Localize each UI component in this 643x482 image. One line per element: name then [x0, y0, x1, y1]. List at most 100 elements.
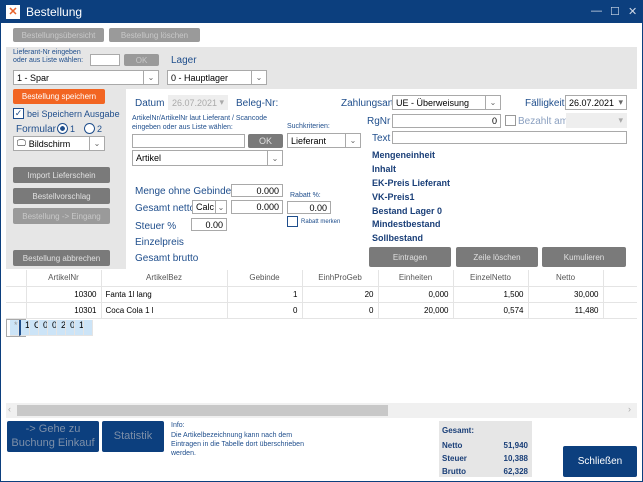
column-header[interactable]: St — [603, 270, 637, 287]
table-cell[interactable] — [603, 286, 637, 303]
horizontal-scrollbar[interactable]: ‹ › — [6, 403, 637, 418]
net-total-input[interactable]: 0.000 — [231, 200, 283, 214]
invoice-number-label: RgNr — [367, 116, 391, 127]
paid-on-label: Bezahlt am — [518, 116, 569, 127]
table-cell[interactable]: 10301 — [26, 302, 102, 319]
paid-checkbox[interactable] — [505, 115, 516, 126]
row-marker[interactable] — [6, 302, 27, 319]
table-cell[interactable]: 10,460 — [75, 319, 84, 336]
print-on-save-checkbox[interactable]: ✓ — [13, 108, 24, 119]
table-cell[interactable]: 11,480 — [528, 302, 604, 319]
column-header[interactable]: EinzelNetto — [453, 270, 529, 287]
table-cell[interactable] — [603, 302, 637, 319]
close-icon[interactable]: ✕ — [628, 6, 638, 18]
row-marker[interactable] — [6, 286, 27, 303]
gross-value: 62,328 — [503, 467, 528, 476]
table-cell[interactable]: 30,000 — [528, 286, 604, 303]
scrollbar-thumb[interactable] — [17, 405, 388, 416]
supplier-ok-button[interactable]: OK — [124, 54, 159, 66]
search-criteria-select[interactable]: Lieferant ⌄ — [287, 133, 361, 148]
table-cell[interactable]: 10304 — [19, 319, 30, 336]
row-header-corner — [6, 270, 27, 287]
supplier-value: 1 - Spar — [17, 72, 50, 83]
target-stock-label: Sollbestand — [372, 233, 424, 243]
calc-select[interactable]: Calc ⌄ — [192, 200, 227, 214]
table-row[interactable]: *10304Cappy Apfelsaft 1 l0020,0000,52310… — [6, 318, 93, 337]
table-cell[interactable]: 20,000 — [57, 319, 66, 336]
dropdown-icon: ▾ — [618, 97, 623, 107]
goto-purchase-button[interactable]: -> Gehe zu Buchung Einkauf — [7, 421, 99, 452]
table-cell[interactable]: 0 — [227, 302, 303, 319]
minimize-icon[interactable]: — — [591, 5, 602, 17]
order-table[interactable]: ArtikelNr ArtikelBez Gebinde EinhProGeb Einh… — [6, 270, 637, 418]
content-label: Inhalt — [372, 164, 396, 174]
table-cell[interactable]: Coca Cola 1 l — [101, 302, 228, 319]
scroll-right-icon[interactable]: › — [628, 404, 631, 414]
table-cell[interactable]: Cappy Apfelsaft 1 l — [30, 319, 39, 336]
chevron-down-icon: ⌄ — [345, 134, 360, 147]
row-marker[interactable]: * — [10, 319, 19, 336]
scroll-left-icon[interactable]: ‹ — [8, 404, 11, 414]
table-cell[interactable]: 20,000 — [378, 302, 454, 319]
accumulate-button[interactable]: Kumulieren — [542, 247, 626, 267]
column-header[interactable]: ArtikelBez — [101, 270, 228, 287]
close-button[interactable]: Schließen — [563, 446, 637, 477]
due-date-input[interactable]: 26.07.2021 ▾ — [565, 95, 627, 110]
supplier-number-input[interactable] — [90, 54, 120, 66]
add-entry-button[interactable]: Eintragen — [369, 247, 451, 267]
table-cell[interactable]: 0 — [48, 319, 57, 336]
purchase-price-label: EK-Preis Lieferant — [372, 178, 451, 188]
maximize-icon[interactable]: ☐ — [610, 6, 620, 18]
paid-on-input[interactable]: ▾ — [566, 113, 627, 128]
supplier-select[interactable]: 1 - Spar ⌄ — [13, 70, 159, 85]
table-cell[interactable]: Fanta 1l lang — [101, 286, 228, 303]
table-cell[interactable]: 20 — [302, 286, 379, 303]
discount-input[interactable]: 0.00 — [287, 201, 331, 214]
cancel-order-button[interactable]: Bestellung abbrechen — [13, 250, 110, 266]
table-cell[interactable]: 0,574 — [453, 302, 529, 319]
invoice-number-input[interactable]: 0 — [392, 114, 501, 128]
table-cell[interactable]: 0 — [39, 319, 48, 336]
order-to-receipt-button[interactable]: Bestellung -> Eingang — [13, 208, 110, 224]
table-cell[interactable]: 0 — [302, 302, 379, 319]
article-select-value: Artikel — [136, 153, 162, 163]
save-order-button[interactable]: Bestellung speichern — [13, 89, 105, 104]
table-row[interactable]: 10301 Coca Cola 1 l 0 0 20,000 0,574 11,480 — [6, 302, 637, 319]
tax-input[interactable]: 0.00 — [191, 218, 227, 231]
warehouse-select[interactable]: 0 - Hauptlager ⌄ — [167, 70, 267, 85]
output-select[interactable]: 🖵 Bildschirm ⌄ — [13, 136, 105, 151]
column-header[interactable]: ArtikelNr — [26, 270, 102, 287]
tax-total-label: Steuer — [442, 454, 467, 463]
table-cell[interactable]: 0,000 — [378, 286, 454, 303]
column-header[interactable]: Einheiten — [378, 270, 454, 287]
supplier-label: Lieferant-Nr eingeben oder aus Liste wäh… — [13, 49, 84, 64]
order-overview-button[interactable]: Bestellungsübersicht — [13, 28, 104, 42]
payment-method-select[interactable]: UE - Überweisung ⌄ — [392, 95, 501, 110]
table-row[interactable]: 10300 Fanta 1l lang 1 20 0,000 1,500 30,000 — [6, 286, 637, 303]
text-input[interactable] — [392, 131, 627, 144]
table-cell[interactable]: 1 — [227, 286, 303, 303]
article-ok-button[interactable]: OK — [248, 134, 283, 148]
quantity-input[interactable]: 0.000 — [231, 184, 283, 197]
table-cell[interactable]: 10300 — [26, 286, 102, 303]
table-cell[interactable] — [84, 319, 93, 336]
tax-label: Steuer % — [135, 221, 177, 232]
text-label: Text — [372, 133, 391, 144]
table-cell[interactable]: 0,523 — [66, 319, 75, 336]
remember-discount-checkbox[interactable] — [287, 216, 298, 227]
delete-order-button[interactable]: Bestellung löschen — [109, 28, 200, 42]
order-proposal-button[interactable]: Bestellvorschlag — [13, 188, 110, 204]
column-header[interactable]: Gebinde — [227, 270, 303, 287]
column-header[interactable]: Netto — [528, 270, 604, 287]
statistics-button[interactable]: Statistik — [102, 421, 164, 452]
delete-row-button[interactable]: Zeile löschen — [456, 247, 538, 267]
import-delivery-note-button[interactable]: Import Lieferschein — [13, 167, 110, 183]
form-radio-2[interactable] — [84, 123, 95, 134]
date-input[interactable]: 26.07.2021 ▾ — [168, 95, 228, 110]
article-select[interactable]: Artikel ⌄ — [132, 150, 283, 166]
app-logo-icon: ✕ — [6, 5, 20, 19]
column-header[interactable]: EinhProGeb — [302, 270, 379, 287]
table-cell[interactable]: 1,500 — [453, 286, 529, 303]
article-input[interactable] — [132, 134, 245, 148]
form-radio-1[interactable] — [57, 123, 68, 134]
